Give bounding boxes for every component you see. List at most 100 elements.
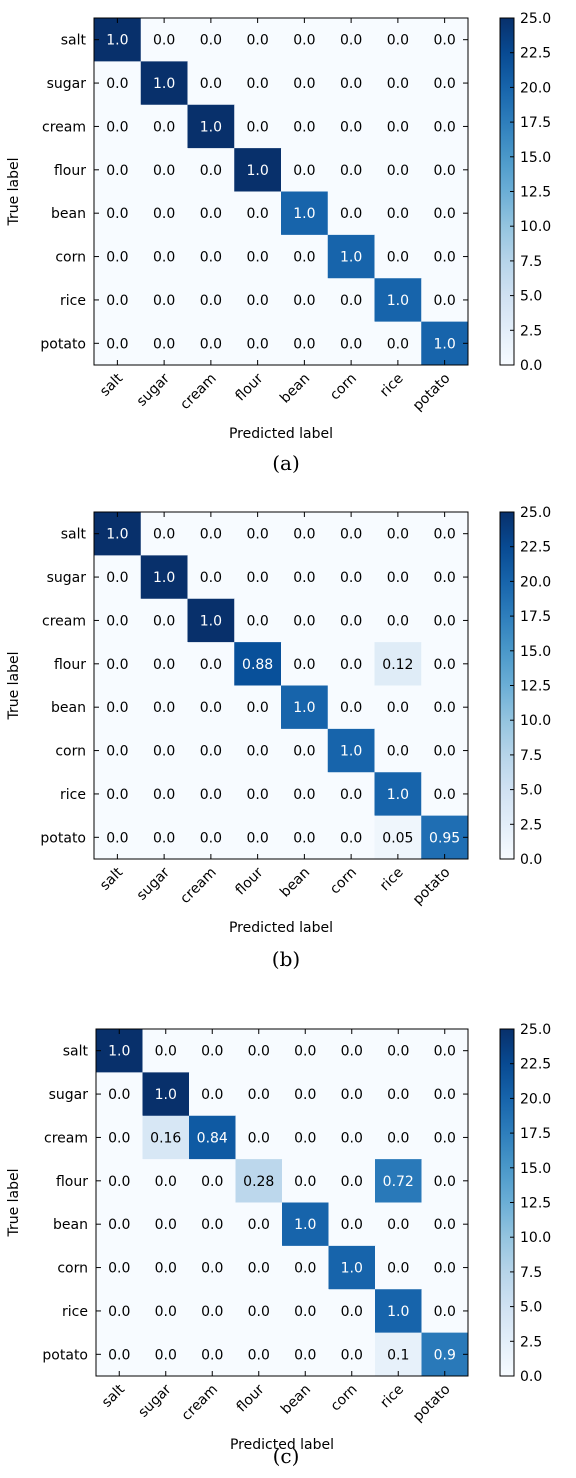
matrix-cell bbox=[94, 728, 142, 773]
matrix-cell bbox=[421, 685, 469, 730]
matrix-cell bbox=[327, 104, 375, 149]
matrix-cell bbox=[235, 1159, 283, 1203]
matrix-cell bbox=[187, 728, 235, 773]
matrix-cell bbox=[142, 1289, 190, 1334]
matrix-cell bbox=[374, 321, 422, 366]
colorbar-tick-label: 5.0 bbox=[520, 289, 542, 305]
matrix-cell bbox=[328, 1202, 376, 1247]
cell-value-label: 0.0 bbox=[246, 250, 268, 266]
cell-value-label: 0.0 bbox=[340, 163, 362, 179]
matrix-cell bbox=[96, 1115, 143, 1160]
matrix-cell bbox=[234, 815, 282, 860]
matrix-cell bbox=[189, 1029, 236, 1073]
matrix-cell bbox=[421, 555, 469, 600]
colorbar-tick-label: 12.5 bbox=[520, 185, 551, 201]
cell-value-label: 0.0 bbox=[293, 657, 315, 673]
matrix-cell bbox=[94, 685, 142, 730]
colorbar-tick-label: 17.5 bbox=[520, 115, 551, 131]
y-tick-label: sugar bbox=[47, 76, 87, 92]
y-tick-label: cream bbox=[44, 1130, 88, 1146]
matrix-cell bbox=[140, 815, 188, 860]
cell-value-label: 0.0 bbox=[153, 744, 175, 760]
matrix-cell bbox=[187, 148, 235, 192]
cell-value-label: 0.0 bbox=[201, 1174, 223, 1190]
cell-value-label: 0.0 bbox=[387, 76, 409, 92]
colorbar-tick-label: 15.0 bbox=[520, 150, 551, 166]
cell-value-label: 0.0 bbox=[248, 1217, 270, 1233]
matrix-cell bbox=[374, 18, 422, 62]
matrix-cell bbox=[142, 1202, 190, 1247]
cell-value-label: 0.0 bbox=[340, 613, 362, 629]
cell-value-label: 0.0 bbox=[387, 1087, 409, 1103]
matrix-cell bbox=[281, 772, 329, 817]
cell-value-label: 0.0 bbox=[387, 336, 409, 352]
plot-frame bbox=[95, 1028, 469, 1377]
cell-value-label: 0.0 bbox=[201, 1044, 223, 1060]
x-tick-label: flour bbox=[233, 370, 267, 404]
colorbar-tick-label: 20.0 bbox=[520, 574, 551, 590]
cell-value-label: 0.0 bbox=[294, 1130, 316, 1146]
matrix-cell bbox=[328, 1332, 376, 1377]
matrix-cell bbox=[142, 1115, 190, 1160]
matrix-cell bbox=[282, 1332, 329, 1377]
colorbar-tick-label: 10.0 bbox=[520, 713, 551, 729]
cell-value-label: 0.0 bbox=[200, 744, 222, 760]
matrix-cell bbox=[140, 728, 188, 773]
x-tick-label: sugar bbox=[134, 370, 173, 409]
matrix-cell bbox=[327, 234, 375, 279]
colorbar-tick-label: 0.0 bbox=[520, 358, 542, 374]
cell-value-label: 0.0 bbox=[200, 76, 222, 92]
cell-value-label: 1.0 bbox=[387, 787, 409, 803]
matrix-cell bbox=[187, 815, 235, 860]
cell-value-label: 0.72 bbox=[383, 1174, 414, 1190]
cell-value-label: 0.0 bbox=[246, 336, 268, 352]
cell-value-label: 0.0 bbox=[153, 700, 175, 716]
cell-value-label: 0.0 bbox=[433, 119, 455, 135]
matrix-cell bbox=[421, 321, 469, 366]
cell-value-label: 0.0 bbox=[106, 250, 128, 266]
matrix-cell bbox=[140, 642, 188, 686]
matrix-cell bbox=[281, 512, 329, 556]
matrix-cell bbox=[189, 1332, 236, 1377]
cell-value-label: 1.0 bbox=[153, 570, 175, 586]
x-tick-label: cream bbox=[177, 865, 219, 907]
matrix-cell bbox=[235, 1202, 283, 1247]
matrix-cell bbox=[375, 1289, 422, 1334]
cell-value-label: 0.0 bbox=[153, 527, 175, 543]
matrix-cell bbox=[234, 685, 282, 730]
matrix-cell bbox=[234, 148, 282, 192]
matrix-cell bbox=[374, 234, 422, 279]
cell-value-label: 0.0 bbox=[341, 1217, 363, 1233]
cell-value-label: 0.0 bbox=[200, 250, 222, 266]
matrix-cell bbox=[421, 512, 469, 556]
matrix-cell bbox=[327, 148, 375, 192]
cell-value-label: 0.0 bbox=[340, 336, 362, 352]
matrix-cell bbox=[375, 1029, 422, 1073]
matrix-cell bbox=[375, 1332, 422, 1377]
matrix-cell bbox=[327, 642, 375, 686]
matrix-cell bbox=[94, 555, 142, 600]
matrix-cell bbox=[281, 148, 329, 192]
matrix-cell bbox=[421, 815, 469, 860]
cell-value-label: 0.0 bbox=[341, 1347, 363, 1363]
cell-value-label: 0.0 bbox=[200, 830, 222, 846]
cell-value-label: 0.0 bbox=[340, 33, 362, 49]
matrix-cell bbox=[234, 104, 282, 149]
cell-value-label: 0.0 bbox=[200, 527, 222, 543]
cell-value-label: 0.0 bbox=[340, 787, 362, 803]
matrix-cell bbox=[96, 1245, 143, 1290]
matrix-cell bbox=[282, 1245, 329, 1290]
cell-value-label: 0.0 bbox=[200, 700, 222, 716]
matrix-cell bbox=[94, 772, 142, 817]
matrix-cell bbox=[421, 642, 469, 686]
cell-value-label: 0.0 bbox=[200, 657, 222, 673]
matrix-cell bbox=[421, 598, 469, 643]
cell-value-label: 0.0 bbox=[340, 657, 362, 673]
cell-value-label: 1.0 bbox=[294, 1217, 316, 1233]
cell-value-label: 0.0 bbox=[294, 1044, 316, 1060]
cell-value-label: 0.0 bbox=[201, 1304, 223, 1320]
y-tick-label: bean bbox=[53, 1217, 88, 1233]
matrix-cell bbox=[328, 1245, 376, 1290]
cell-value-label: 0.0 bbox=[248, 1130, 270, 1146]
matrix-cell bbox=[234, 278, 282, 323]
